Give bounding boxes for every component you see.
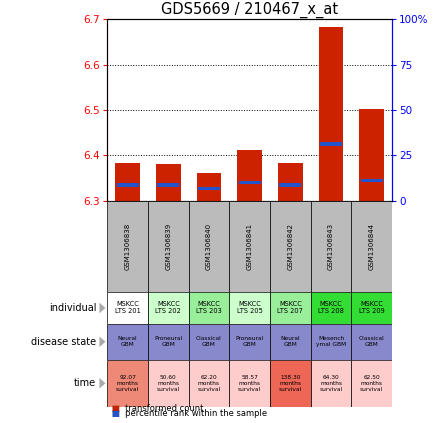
- Text: 138.30
months
survival: 138.30 months survival: [279, 375, 302, 392]
- Bar: [156, 164, 180, 201]
- Polygon shape: [99, 336, 106, 347]
- Text: MSKCC
LTS 208: MSKCC LTS 208: [318, 301, 344, 314]
- Bar: [270, 360, 311, 407]
- Polygon shape: [99, 378, 106, 389]
- Text: MSKCC
LTS 201: MSKCC LTS 201: [115, 301, 141, 314]
- Text: ■  percentile rank within the sample: ■ percentile rank within the sample: [112, 409, 267, 418]
- Text: MSKCC
LTS 207: MSKCC LTS 207: [277, 301, 303, 314]
- Text: MSKCC
LTS 202: MSKCC LTS 202: [155, 301, 181, 314]
- Bar: [311, 360, 351, 407]
- Bar: [157, 184, 179, 187]
- Bar: [148, 324, 189, 360]
- Bar: [311, 292, 351, 324]
- Bar: [237, 150, 262, 201]
- Polygon shape: [99, 302, 106, 313]
- Bar: [189, 360, 230, 407]
- Text: disease state: disease state: [31, 337, 96, 347]
- Text: GSM1306841: GSM1306841: [247, 223, 253, 270]
- Bar: [239, 181, 261, 184]
- Text: Proneural
GBM: Proneural GBM: [154, 336, 182, 347]
- Text: GSM1306840: GSM1306840: [206, 223, 212, 270]
- Text: Mesench
ymal GBM: Mesench ymal GBM: [316, 336, 346, 347]
- Bar: [107, 201, 148, 292]
- Text: Neural
GBM: Neural GBM: [118, 336, 138, 347]
- Text: ■: ■: [112, 404, 120, 413]
- Text: time: time: [74, 378, 96, 388]
- Text: 50.60
months
survival: 50.60 months survival: [157, 375, 180, 392]
- Text: ■  transformed count: ■ transformed count: [112, 404, 203, 413]
- Text: ■: ■: [112, 409, 120, 418]
- Bar: [148, 201, 189, 292]
- Bar: [270, 324, 311, 360]
- Bar: [270, 292, 311, 324]
- Text: GSM1306842: GSM1306842: [287, 223, 293, 270]
- Bar: [351, 360, 392, 407]
- Text: 92.07
months
survival: 92.07 months survival: [116, 375, 139, 392]
- Bar: [319, 27, 343, 201]
- Bar: [351, 324, 392, 360]
- Bar: [351, 201, 392, 292]
- Bar: [278, 163, 303, 201]
- Bar: [320, 143, 342, 146]
- Bar: [351, 292, 392, 324]
- Bar: [230, 360, 270, 407]
- Text: Proneural
GBM: Proneural GBM: [236, 336, 264, 347]
- Bar: [230, 324, 270, 360]
- Bar: [311, 201, 351, 292]
- Text: 62.50
months
survival: 62.50 months survival: [360, 375, 383, 392]
- Text: 58.57
months
survival: 58.57 months survival: [238, 375, 261, 392]
- Text: Neural
GBM: Neural GBM: [280, 336, 300, 347]
- Text: GSM1306844: GSM1306844: [369, 223, 374, 270]
- Bar: [311, 324, 351, 360]
- Bar: [189, 324, 230, 360]
- Bar: [116, 163, 140, 201]
- Text: individual: individual: [49, 303, 96, 313]
- Bar: [279, 184, 301, 187]
- Bar: [148, 360, 189, 407]
- Text: Classical
GBM: Classical GBM: [196, 336, 222, 347]
- Bar: [148, 292, 189, 324]
- Text: 64.30
months
survival: 64.30 months survival: [319, 375, 343, 392]
- Bar: [107, 292, 148, 324]
- Text: GSM1306838: GSM1306838: [125, 223, 131, 270]
- Bar: [270, 201, 311, 292]
- Bar: [189, 292, 230, 324]
- Bar: [107, 360, 148, 407]
- Text: MSKCC
LTS 205: MSKCC LTS 205: [237, 301, 263, 314]
- Bar: [230, 292, 270, 324]
- Bar: [107, 324, 148, 360]
- Text: GSM1306839: GSM1306839: [165, 223, 171, 270]
- Bar: [360, 109, 384, 201]
- Text: MSKCC
LTS 203: MSKCC LTS 203: [196, 301, 222, 314]
- Text: MSKCC
LTS 209: MSKCC LTS 209: [359, 301, 385, 314]
- Bar: [230, 201, 270, 292]
- Bar: [117, 184, 138, 187]
- Text: GSM1306843: GSM1306843: [328, 223, 334, 270]
- Bar: [360, 179, 383, 182]
- Text: 62.20
months
survival: 62.20 months survival: [198, 375, 221, 392]
- Title: GDS5669 / 210467_x_at: GDS5669 / 210467_x_at: [161, 1, 338, 18]
- Bar: [189, 201, 230, 292]
- Text: Classical
GBM: Classical GBM: [359, 336, 385, 347]
- Bar: [197, 173, 221, 201]
- Bar: [198, 187, 220, 190]
